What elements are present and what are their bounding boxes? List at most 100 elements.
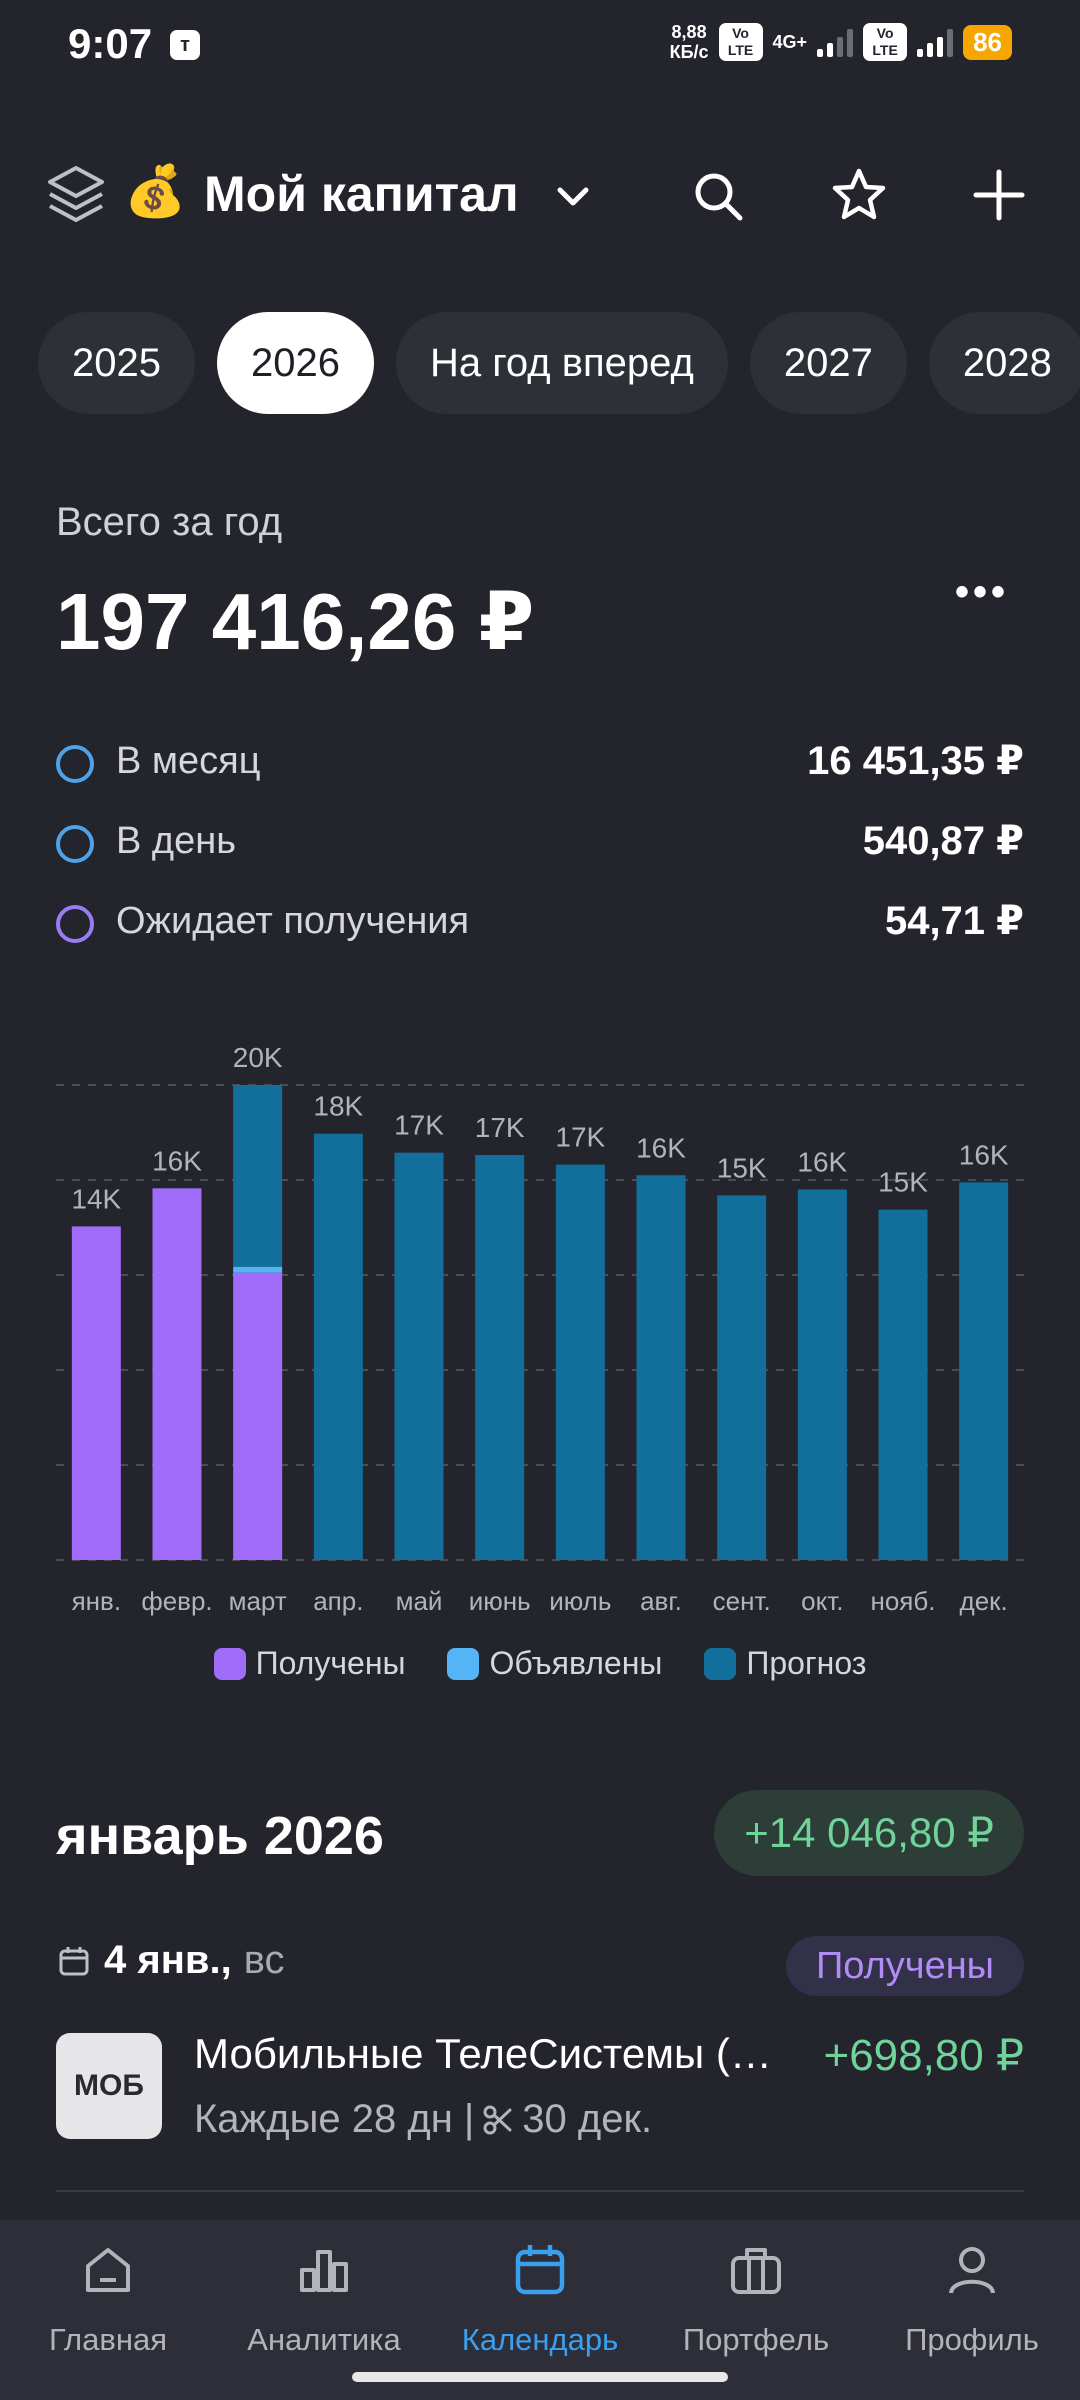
calendar-small-icon <box>59 1946 89 1975</box>
bar-Прогноз <box>636 1175 686 1560</box>
x-axis-label: май <box>396 1586 443 1616</box>
year-chip[interactable]: На год вперед <box>395 312 728 414</box>
cut-off-date: 30 дек. <box>522 2097 653 2141</box>
year-chip[interactable]: 2028 <box>928 312 1080 414</box>
pending-indicator-icon <box>56 905 94 943</box>
bar-value-label: 16K <box>152 1145 202 1176</box>
bar-value-label: 17K <box>475 1112 525 1143</box>
signal-icon <box>817 27 854 57</box>
bottom-navigation: Главная Аналитика Календарь Портфель Профиль <box>0 2220 1080 2400</box>
bar-Прогноз <box>313 1133 363 1560</box>
nav-item-home[interactable]: Главная <box>0 2220 216 2400</box>
stat-value: 54,71 ₽ <box>884 899 1024 943</box>
x-axis-label: сент. <box>713 1586 771 1616</box>
stat-value: 16 451,35 ₽ <box>807 739 1024 783</box>
portfolio-title[interactable]: Мой капитал <box>204 166 519 222</box>
network-speed-unit: КБ/с <box>669 42 709 62</box>
more-options-icon[interactable]: ••• <box>955 570 1010 614</box>
profile-icon <box>942 2240 1002 2322</box>
year-chip[interactable]: 2026 <box>216 312 374 414</box>
volte-bottom-text-2: LTE <box>872 42 898 58</box>
nav-item-analytics[interactable]: Аналитика <box>216 2220 432 2400</box>
stat-row-pending[interactable]: Ожидает получения 54,71 ₽ <box>56 898 1024 948</box>
home-indicator[interactable] <box>352 2372 728 2382</box>
status-time: 9:07 <box>68 20 153 67</box>
company-logo: МОБ <box>56 2033 162 2139</box>
nav-label: Профиль <box>905 2322 1039 2357</box>
chevron-down-icon[interactable] <box>548 172 598 222</box>
x-axis-label: окт. <box>801 1586 843 1616</box>
bar-Объявлены <box>233 1266 283 1273</box>
bar-Получены <box>233 1272 283 1560</box>
x-axis-label: февр. <box>141 1586 212 1616</box>
stat-label: В месяц <box>116 740 261 782</box>
year-chip[interactable]: 2025 <box>38 312 195 414</box>
bar-Прогноз <box>233 1085 283 1267</box>
nav-item-profile[interactable]: Профиль <box>864 2220 1080 2400</box>
month-title: январь 2026 <box>56 1806 384 1866</box>
x-axis-label: апр. <box>313 1586 363 1616</box>
day-indicator-icon <box>56 825 94 863</box>
volte-icon: Vo LTE <box>718 23 763 61</box>
stat-row-month[interactable]: В месяц 16 451,35 ₽ <box>56 738 1024 788</box>
top-bar: 💰 Мой капитал <box>0 150 1080 245</box>
briefcase-icon <box>726 2240 786 2322</box>
bar-value-label: 15K <box>878 1167 928 1198</box>
legend-item[interactable]: Получены <box>213 1645 406 1682</box>
legend-swatch <box>213 1647 246 1680</box>
stat-label: В день <box>116 820 236 862</box>
bar-Получены <box>152 1188 202 1560</box>
stat-label: Ожидает получения <box>116 900 470 942</box>
x-axis-label: янв. <box>72 1586 121 1616</box>
nav-item-calendar[interactable]: Календарь <box>432 2220 648 2400</box>
stat-row-day[interactable]: В день 540,87 ₽ <box>56 818 1024 868</box>
payment-company-name[interactable]: Мобильные ТелеСистемы (МТС) <box>194 2030 794 2077</box>
calendar-icon <box>510 2240 570 2322</box>
total-value: 197 416,26 ₽ <box>56 577 535 666</box>
x-axis-label: дек. <box>960 1586 1008 1616</box>
legend-label: Получены <box>255 1645 406 1681</box>
nav-label: Портфель <box>682 2322 830 2357</box>
payment-amount: +698,80 ₽ <box>823 2031 1025 2080</box>
nav-label: Главная <box>49 2322 167 2357</box>
total-label: Всего за год <box>56 500 283 544</box>
money-bag-icon: 💰 <box>124 163 187 219</box>
bar-value-label: 16K <box>636 1132 686 1163</box>
bar-value-label: 15K <box>717 1152 767 1183</box>
legend-item[interactable]: Объявлены <box>447 1645 662 1682</box>
year-chip[interactable]: 2027 <box>749 312 907 414</box>
nav-label: Календарь <box>461 2322 619 2357</box>
legend-item[interactable]: Прогноз <box>704 1645 866 1682</box>
x-axis-label: март <box>229 1586 287 1616</box>
x-axis-label: нояб. <box>870 1586 935 1616</box>
nav-label: Аналитика <box>247 2322 401 2357</box>
payment-frequency: Каждые 28 дн | <box>194 2097 475 2141</box>
search-icon[interactable] <box>690 168 746 224</box>
volte-icon-2: Vo LTE <box>863 23 908 61</box>
year-chip-row: 2025 2026 На год вперед 2027 2028 <box>38 312 1080 414</box>
home-icon <box>78 2240 138 2322</box>
date-label: 4 янв., <box>104 1938 232 1982</box>
month-sum-badge: +14 046,80 ₽ <box>714 1790 1024 1876</box>
scissors-icon <box>483 2105 512 2134</box>
star-icon[interactable] <box>830 166 888 224</box>
x-axis-label: авг. <box>640 1586 682 1616</box>
bar-value-label: 17K <box>555 1122 605 1153</box>
dividends-bar-chart: 14K янв. 16K февр. 20K март 18K апр. 17K май 17K ию… <box>56 1042 1024 1616</box>
bar-Прогноз <box>717 1195 767 1560</box>
divider <box>56 2190 1024 2192</box>
volte-top-text: Vo <box>732 25 749 41</box>
year-selector: 2025 2026 На год вперед 2027 2028 <box>38 312 1080 414</box>
status-badge: Получены <box>785 1936 1024 1996</box>
bar-Прогноз <box>878 1209 928 1560</box>
layers-icon[interactable] <box>44 160 108 230</box>
bar-value-label: 16K <box>797 1147 847 1178</box>
month-indicator-icon <box>56 745 94 783</box>
add-icon[interactable] <box>970 166 1028 224</box>
bar-Прогноз <box>475 1155 525 1560</box>
network-type: 4G+ <box>772 31 808 52</box>
network-speed: 8,88 КБ/с <box>670 22 709 62</box>
battery-icon: 86 <box>963 24 1012 60</box>
nav-item-briefcase[interactable]: Портфель <box>648 2220 864 2400</box>
bar-value-label: 18K <box>313 1091 363 1122</box>
